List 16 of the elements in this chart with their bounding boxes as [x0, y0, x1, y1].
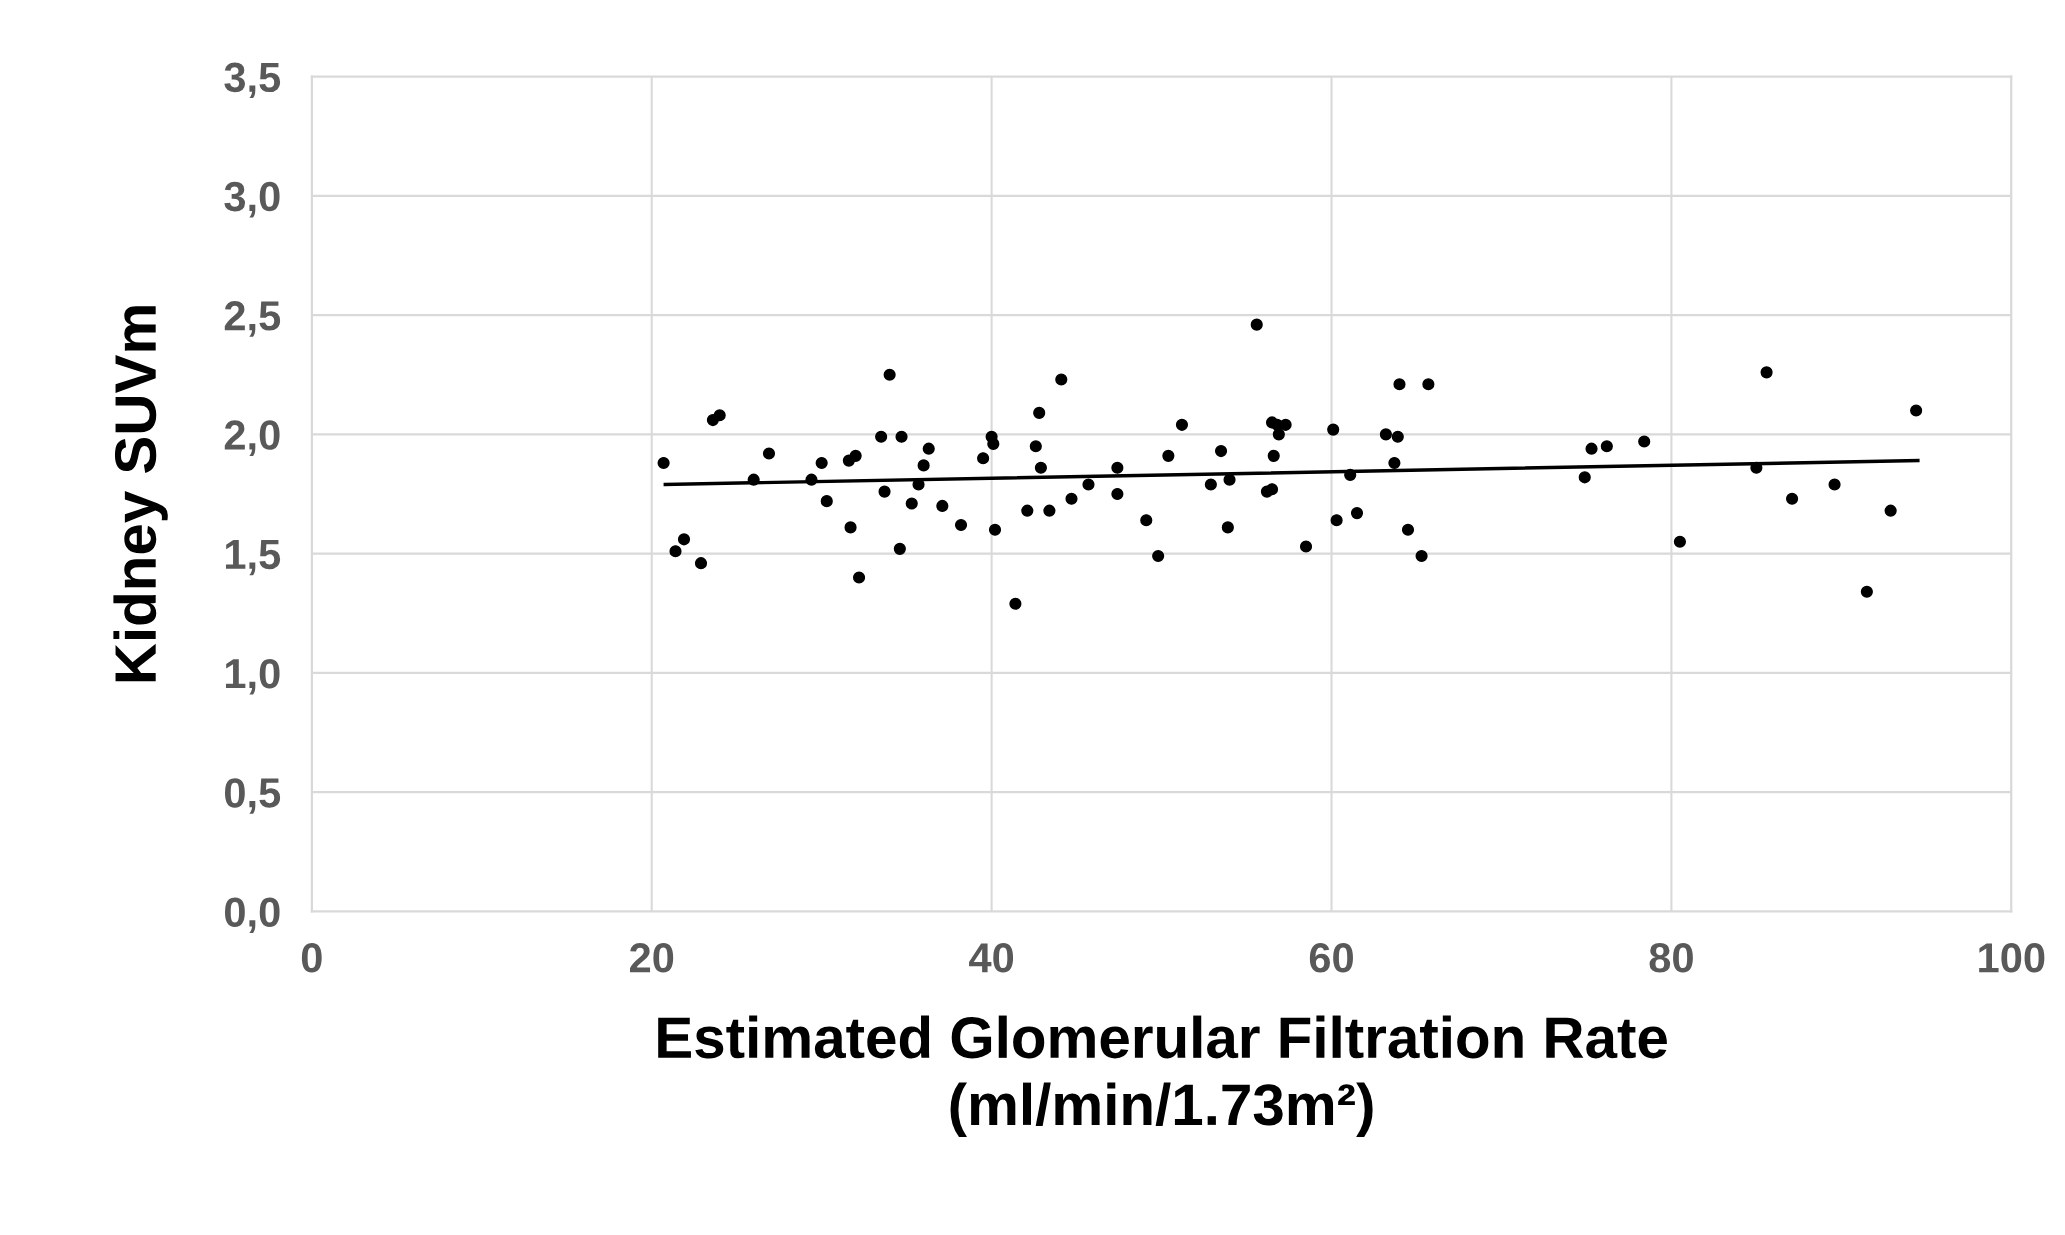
x-tick-label: 20: [629, 943, 674, 973]
x-tick-label: 60: [1309, 943, 1353, 973]
x-tick-label: 0: [301, 943, 322, 973]
y-tick-label: 2,5: [224, 301, 281, 337]
y-tick-label: 0,5: [224, 778, 281, 814]
x-tick-label: 40: [969, 943, 1014, 973]
y-tick-label: 3,0: [224, 181, 280, 218]
y-axis-title: Kidney SUVm: [113, 306, 168, 682]
x-tick-label: 100: [1979, 943, 2045, 973]
x-axis-title: Estimated Glomerular Filtration Rate (ml/min/1.73m²): [658, 1015, 1667, 1137]
y-tick-label: 1,0: [225, 658, 280, 695]
y-tick-label: 0,0: [224, 897, 280, 933]
x-tick-label: 80: [1649, 943, 1693, 973]
y-tick-label: 3,5: [224, 62, 281, 99]
y-tick-label: 1,5: [225, 540, 281, 576]
y-tick-label: 2,0: [224, 420, 280, 456]
